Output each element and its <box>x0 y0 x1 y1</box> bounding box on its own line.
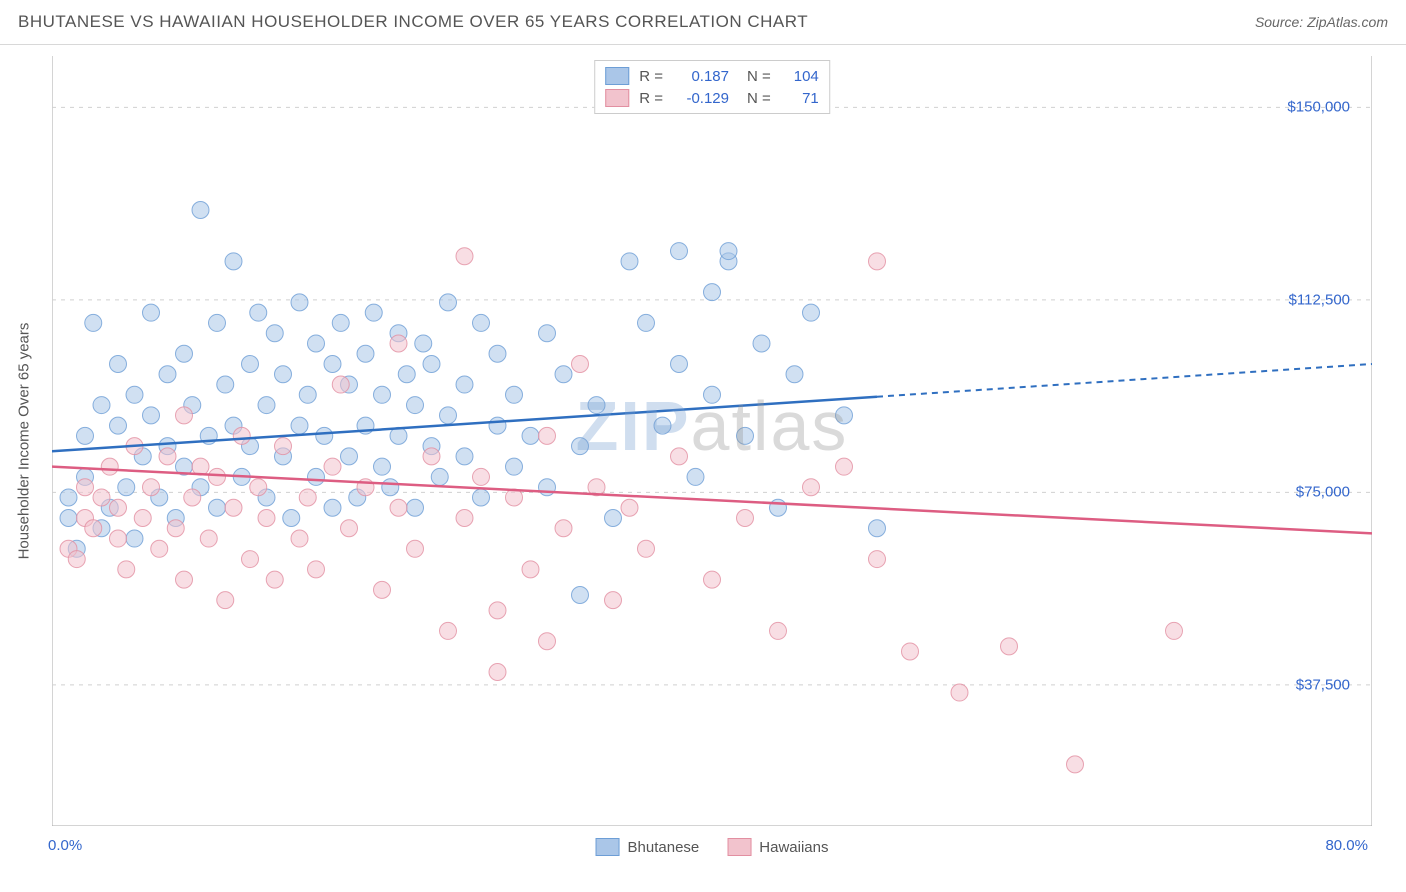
legend-label: Hawaiians <box>759 839 828 856</box>
legend-item: Bhutanese <box>596 838 700 856</box>
correlation-legend-row: R = 0.187 N = 104 <box>605 65 819 87</box>
n-value: 104 <box>781 68 819 85</box>
y-tick-label: $37,500 <box>1296 676 1350 693</box>
n-value: 71 <box>781 90 819 107</box>
chart-header: BHUTANESE VS HAWAIIAN HOUSEHOLDER INCOME… <box>0 0 1406 45</box>
legend-swatch <box>605 67 629 85</box>
y-axis-label: Householder Income Over 65 years <box>16 323 33 560</box>
plot-canvas <box>52 56 1372 826</box>
n-label: N = <box>747 90 771 107</box>
y-tick-label: $112,500 <box>1289 291 1350 308</box>
x-tick-label-min: 0.0% <box>48 837 82 854</box>
r-value: -0.129 <box>673 90 729 107</box>
legend-swatch <box>596 838 620 856</box>
correlation-legend: R = 0.187 N = 104 R = -0.129 N = 71 <box>594 60 830 114</box>
y-tick-label: $150,000 <box>1287 99 1350 116</box>
chart-title: BHUTANESE VS HAWAIIAN HOUSEHOLDER INCOME… <box>18 12 808 32</box>
r-label: R = <box>639 68 663 85</box>
n-label: N = <box>747 68 771 85</box>
y-tick-label: $75,000 <box>1296 484 1350 501</box>
correlation-legend-row: R = -0.129 N = 71 <box>605 87 819 109</box>
series-legend: Bhutanese Hawaiians <box>596 838 829 856</box>
legend-swatch <box>727 838 751 856</box>
legend-swatch <box>605 89 629 107</box>
r-value: 0.187 <box>673 68 729 85</box>
legend-label: Bhutanese <box>628 839 700 856</box>
scatter-chart: ZIPatlas Householder Income Over 65 year… <box>52 56 1372 826</box>
legend-item: Hawaiians <box>727 838 828 856</box>
x-tick-label-max: 80.0% <box>1325 837 1368 854</box>
chart-source: Source: ZipAtlas.com <box>1255 14 1388 30</box>
r-label: R = <box>639 90 663 107</box>
